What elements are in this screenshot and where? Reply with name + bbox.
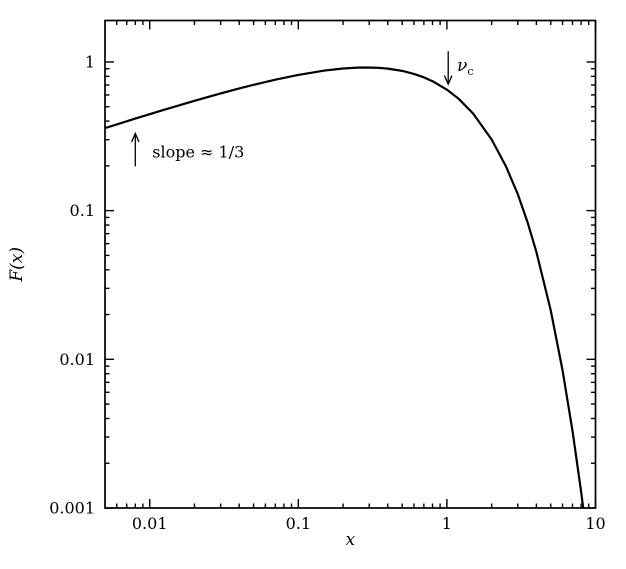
plot-frame — [104, 19, 597, 509]
annotation-label: νc — [457, 56, 474, 78]
nu-c-annotation: νc — [444, 51, 474, 86]
slope-annotation: slope ≈ 1/3 — [131, 131, 244, 167]
annotation-label: slope ≈ 1/3 — [152, 143, 244, 162]
y-tick-label: 0.01 — [59, 350, 95, 369]
nu-symbol: ν — [457, 56, 467, 76]
y-axis-label: F(x) — [7, 247, 27, 283]
y-tick-label: 1 — [85, 52, 95, 71]
up-arrow-icon — [131, 131, 140, 143]
x-axis-label: x — [346, 530, 356, 550]
curve-Fx — [105, 66, 585, 508]
nu-subscript: c — [467, 65, 473, 78]
x-tick-label: 0.01 — [132, 514, 168, 533]
x-tick-label: 0.1 — [286, 514, 311, 533]
x-tick-label: 10 — [585, 514, 605, 533]
y-tick-label: 0.1 — [70, 201, 95, 220]
y-tick-label: 0.001 — [49, 499, 95, 518]
axis-ticks — [105, 20, 597, 509]
x-tick-label: 1 — [442, 514, 452, 533]
down-arrow-icon — [444, 75, 453, 86]
